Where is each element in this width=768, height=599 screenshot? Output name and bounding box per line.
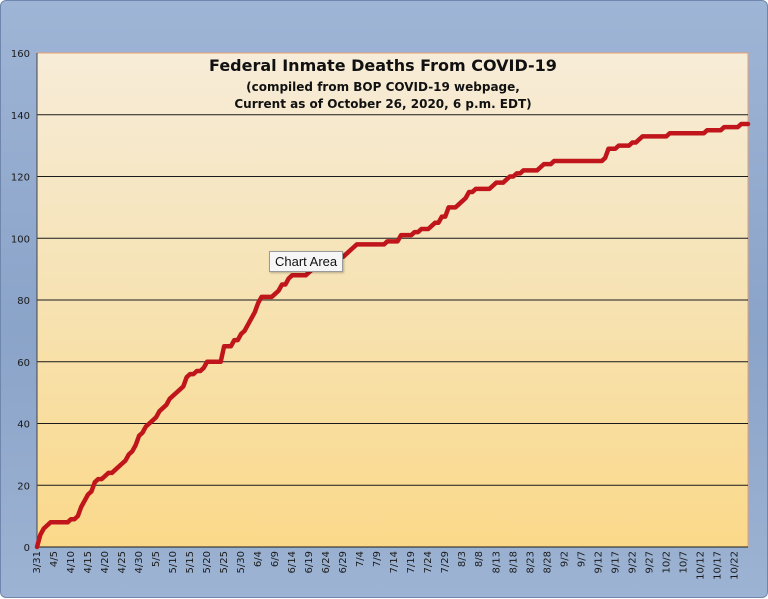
y-tick-label: 80 xyxy=(17,296,30,307)
x-tick-label: 4/30 xyxy=(134,551,145,573)
y-tick-label: 40 xyxy=(17,420,30,431)
x-tick-label: 4/10 xyxy=(66,551,77,573)
x-tick-label: 7/9 xyxy=(372,551,383,567)
x-tick-label: 7/14 xyxy=(389,551,400,573)
x-tick-label: 9/27 xyxy=(644,551,655,573)
x-tick-label: 9/17 xyxy=(610,551,621,573)
x-tick-label: 4/25 xyxy=(117,551,128,573)
y-tick-label: 60 xyxy=(17,358,30,369)
chart-subtitle-line-2: Current as of October 26, 2020, 6 p.m. E… xyxy=(234,97,531,111)
x-tick-label: 6/4 xyxy=(253,551,264,567)
x-tick-label: 8/3 xyxy=(457,551,468,567)
x-tick-label: 5/30 xyxy=(236,551,247,573)
x-tick-label: 7/19 xyxy=(406,551,417,573)
chart-title: Federal Inmate Deaths From COVID-19 xyxy=(209,56,557,75)
x-tick-label: 6/14 xyxy=(287,551,298,573)
x-tick-label: 8/8 xyxy=(474,551,485,567)
x-tick-label: 5/20 xyxy=(202,551,213,573)
x-tick-label: 4/15 xyxy=(83,551,94,573)
x-tick-label: 6/24 xyxy=(321,551,332,573)
series-line xyxy=(34,121,751,550)
series-layer xyxy=(34,121,751,550)
chart-area-tooltip: Chart Area xyxy=(269,251,344,272)
x-tick-label: 5/5 xyxy=(151,551,162,567)
x-tick-label: 8/23 xyxy=(525,551,536,573)
x-tick-label: 9/22 xyxy=(627,551,638,573)
chart-subtitle-line-1: (compiled from BOP COVID-19 webpage, xyxy=(246,80,520,94)
y-tick-label: 140 xyxy=(11,111,30,122)
x-tick-label: 3/31 xyxy=(32,551,43,573)
x-tick-label: 8/13 xyxy=(491,551,502,573)
x-tick-label: 5/25 xyxy=(219,551,230,573)
y-tick-label: 120 xyxy=(11,173,30,184)
x-tick-label: 7/4 xyxy=(355,551,366,567)
x-tick-label: 6/9 xyxy=(270,551,281,567)
x-tick-label: 10/2 xyxy=(661,551,672,573)
x-tick-label: 10/7 xyxy=(678,551,689,573)
x-tick-label: 10/12 xyxy=(695,551,706,580)
x-tick-label: 9/7 xyxy=(576,551,587,567)
y-tick-label: 20 xyxy=(17,481,30,492)
x-tick-label: 5/15 xyxy=(185,551,196,573)
gridlines xyxy=(36,53,748,548)
x-tick-label: 8/18 xyxy=(508,551,519,573)
x-tick-label: 5/10 xyxy=(168,551,179,573)
y-tick-label: 0 xyxy=(24,543,30,554)
x-tick-label: 10/17 xyxy=(712,551,723,580)
y-tick-label: 100 xyxy=(11,234,30,245)
y-tick-label: 160 xyxy=(11,49,30,60)
x-tick-label: 7/24 xyxy=(423,551,434,573)
x-tick-label: 10/22 xyxy=(729,551,740,580)
x-tick-label: 9/2 xyxy=(559,551,570,567)
x-tick-label: 4/20 xyxy=(100,551,111,573)
x-axis-tick-labels: 3/31 4/5 4/10 4/15 4/20 4/25 4/30 5/5 5/10 5/15 5/… xyxy=(32,551,740,580)
x-tick-label: 9/12 xyxy=(593,551,604,573)
y-axis-tick-labels: 0 20 40 60 80 100 120 140 160 xyxy=(11,49,30,554)
x-tick-label: 4/5 xyxy=(49,551,60,567)
x-tick-label: 8/28 xyxy=(542,551,553,573)
x-tick-label: 7/29 xyxy=(440,551,451,573)
x-tick-label: 6/29 xyxy=(338,551,349,573)
x-tick-label: 6/19 xyxy=(304,551,315,573)
